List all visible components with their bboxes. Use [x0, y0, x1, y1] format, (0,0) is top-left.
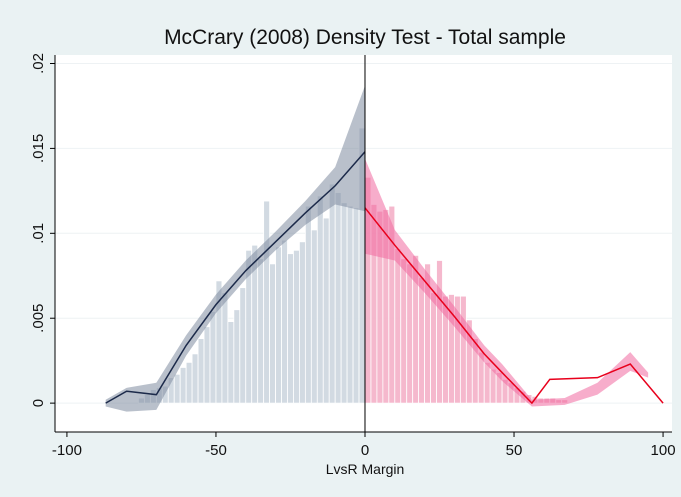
histogram-bar — [275, 246, 282, 404]
histogram-bar — [239, 287, 247, 404]
chart-title: McCrary (2008) Density Test - Total samp… — [164, 26, 566, 49]
y-tick-label: .015 — [30, 134, 47, 163]
histogram-bar — [400, 258, 408, 404]
confidence-band — [364, 158, 649, 407]
histogram-bar — [299, 241, 306, 404]
histogram-bar — [233, 309, 241, 404]
histogram-bar — [281, 239, 288, 404]
histogram-bar — [209, 311, 217, 404]
histogram-bar — [436, 260, 443, 404]
histogram-bar — [179, 367, 187, 404]
fit-line — [364, 207, 664, 405]
y-tick-label: .005 — [30, 304, 47, 333]
y-tick-label: .01 — [30, 223, 47, 244]
histogram-bar — [316, 195, 324, 404]
y-tick-label: 0 — [30, 399, 47, 407]
histogram-bar — [185, 361, 193, 404]
histogram-bar — [263, 200, 271, 404]
histogram-bar — [418, 277, 426, 404]
histogram-bar — [430, 292, 437, 404]
histogram-bar — [287, 253, 294, 404]
x-tick-label: 0 — [361, 442, 369, 459]
histogram-bar — [203, 326, 211, 404]
histogram-bar — [293, 249, 300, 404]
histogram-bar — [346, 205, 354, 404]
fit-line — [105, 151, 366, 404]
histogram-bar — [257, 258, 265, 404]
histogram-bar — [489, 368, 497, 404]
histogram-bar — [197, 338, 205, 404]
histogram-bar — [322, 217, 330, 404]
x-tick-label: -100 — [52, 442, 82, 459]
x-tick-label: 100 — [651, 442, 676, 459]
histogram-bar — [352, 207, 360, 404]
histogram-bar — [227, 321, 235, 404]
histogram-bar — [310, 229, 318, 404]
x-tick-label: 50 — [506, 442, 523, 459]
histogram-bar — [334, 192, 342, 404]
histogram-bar — [406, 263, 414, 404]
histogram-bar — [221, 292, 229, 404]
histogram-bar — [394, 248, 402, 404]
histogram-bar — [340, 202, 348, 404]
histogram-bar — [328, 183, 336, 404]
x-tick-label: -50 — [205, 442, 227, 459]
histogram-bar — [483, 361, 491, 404]
x-axis-label: LvsR Margin — [326, 461, 405, 477]
histogram-bar — [459, 295, 467, 404]
histogram-bar — [269, 263, 276, 404]
histogram-bar — [191, 353, 199, 404]
histogram-bar — [173, 373, 181, 404]
histogram-bar — [304, 205, 312, 404]
y-tick-label: .02 — [30, 53, 47, 74]
